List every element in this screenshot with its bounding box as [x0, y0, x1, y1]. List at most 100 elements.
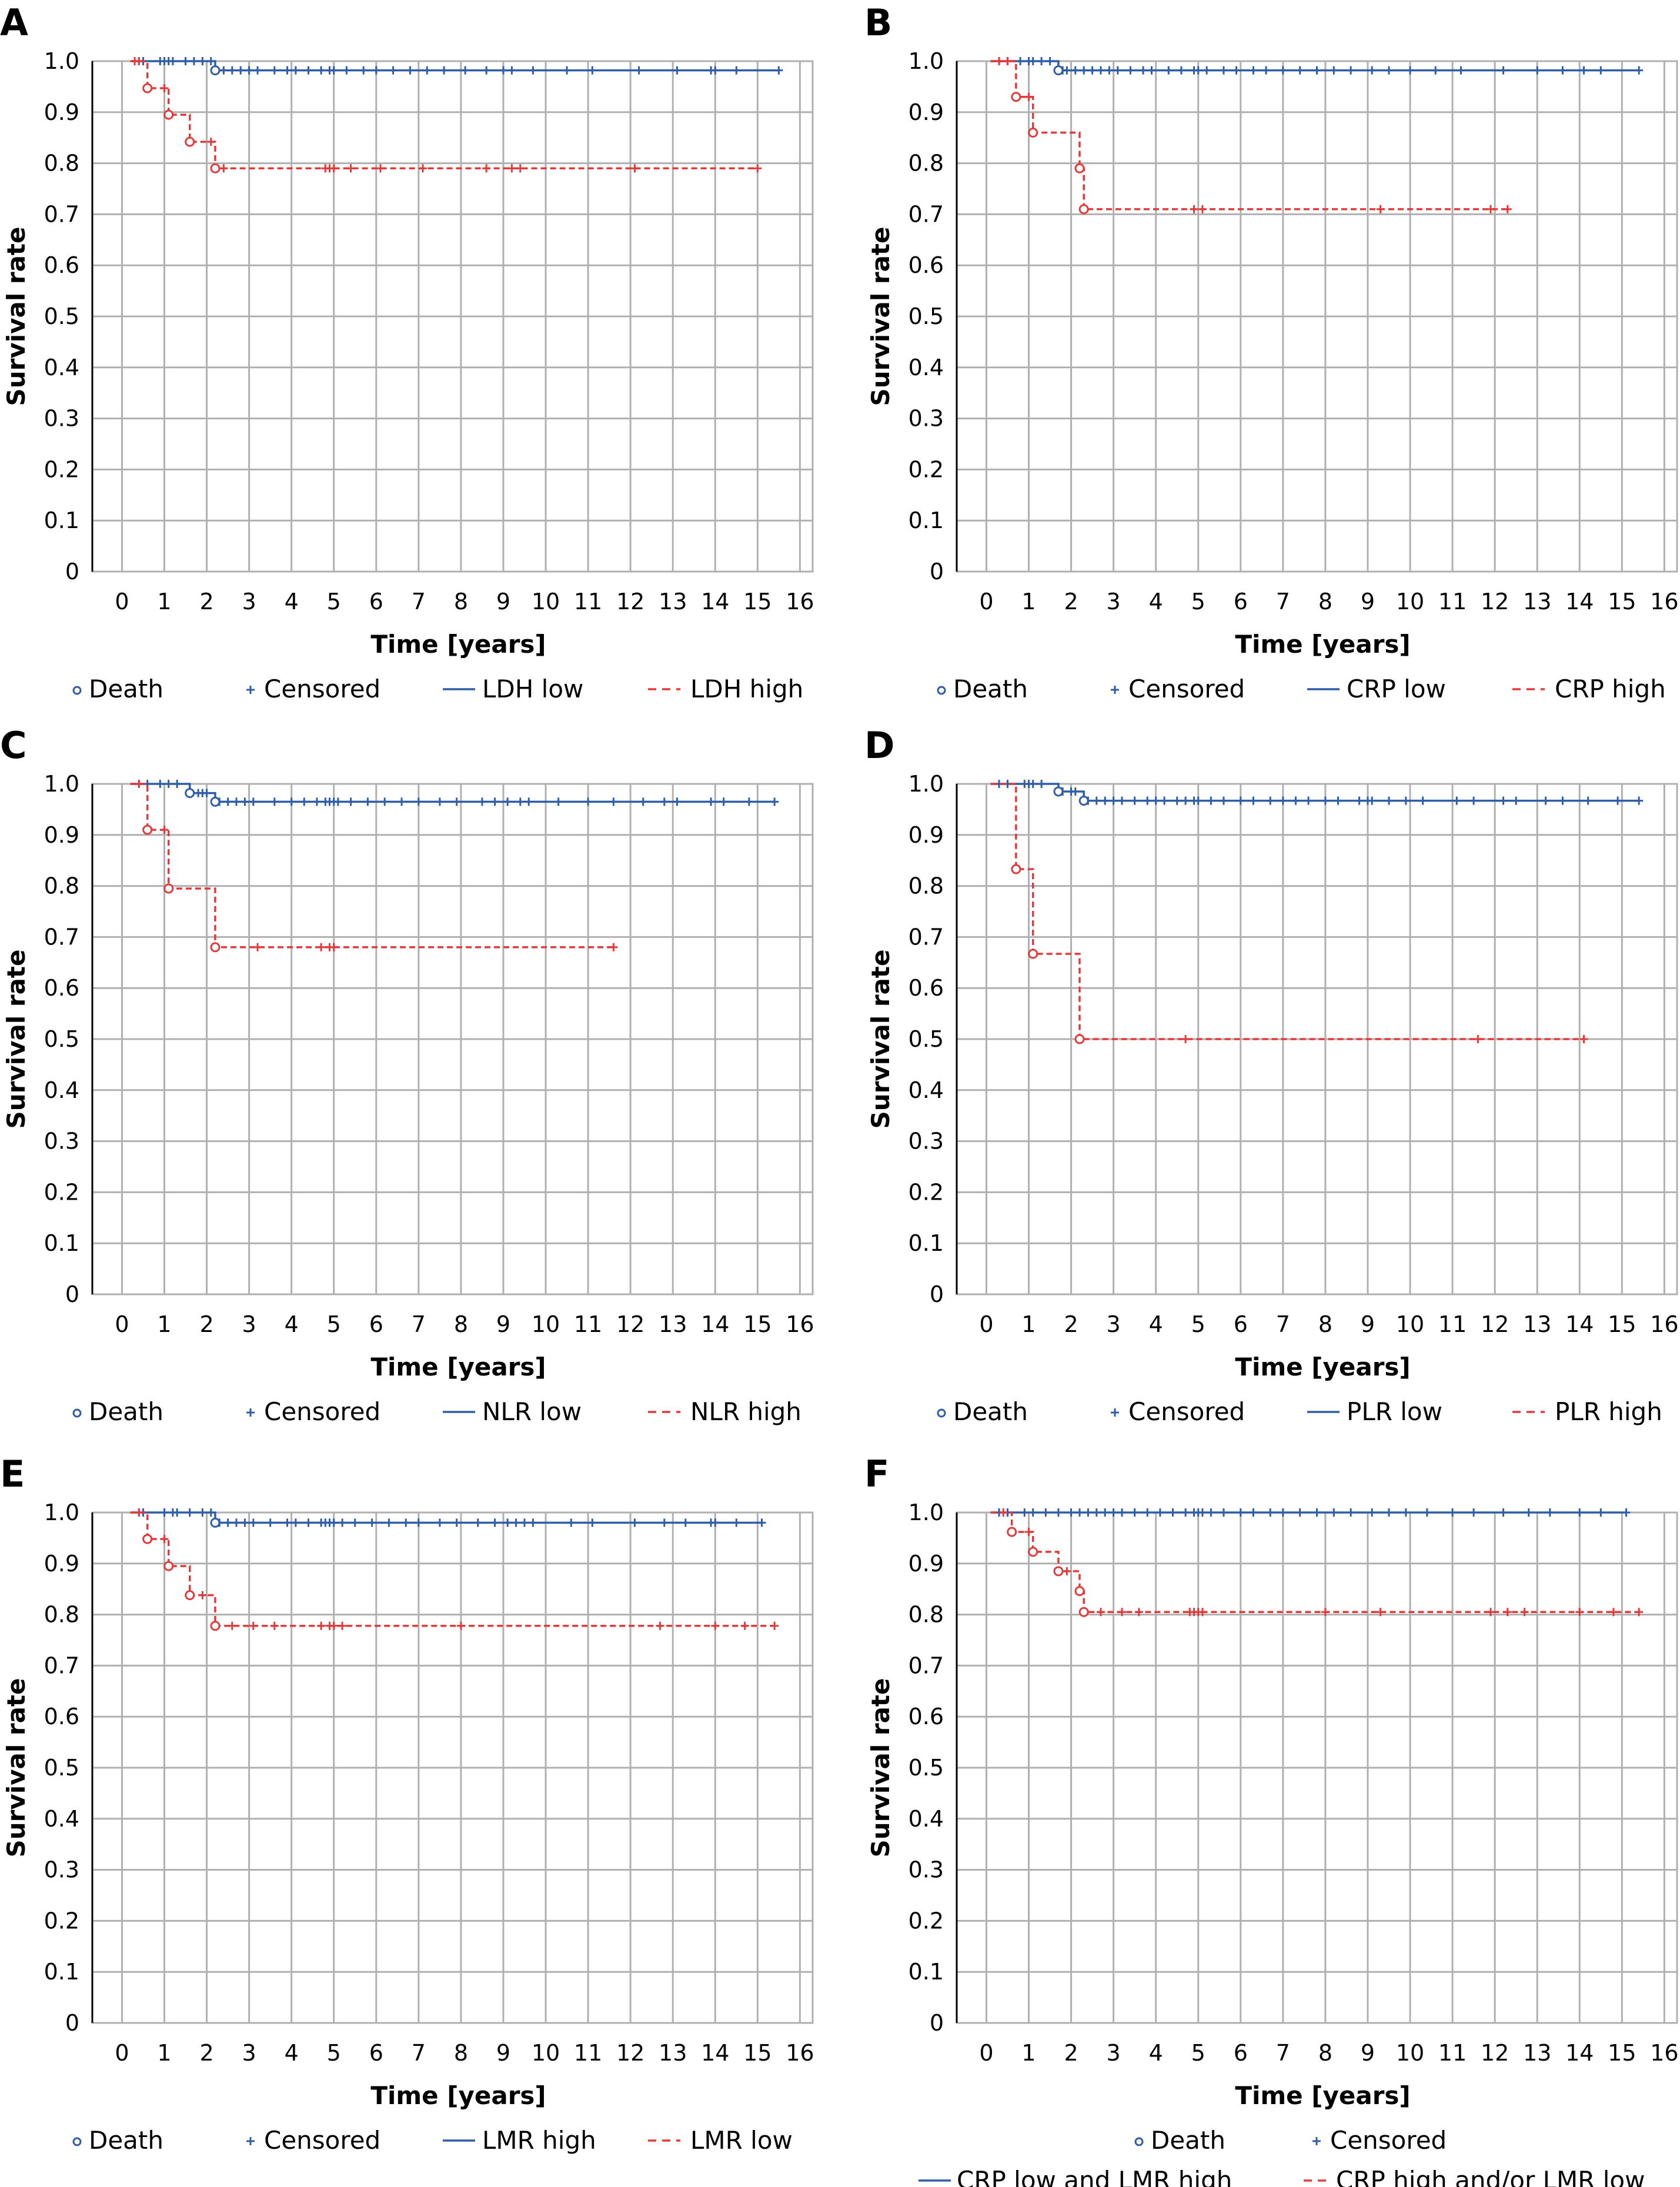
- censored-marker: [1194, 796, 1203, 805]
- legend-death-icon: [937, 686, 946, 695]
- legend-censored-icon: [246, 1408, 255, 1417]
- survival-curve: [990, 1511, 1639, 1614]
- censored-marker: [1278, 66, 1287, 75]
- y-tick-label: 0.6: [909, 252, 944, 278]
- legend-censored-icon: [1111, 1408, 1119, 1417]
- grid: [92, 1511, 813, 2024]
- x-axis-label: Time [years]: [370, 630, 546, 659]
- x-tick-label: 6: [1234, 589, 1248, 615]
- censored-marker: [1101, 1508, 1110, 1517]
- survival-curve: [990, 60, 1508, 211]
- censored-marker: [660, 797, 669, 806]
- censored-marker: [312, 797, 321, 806]
- y-tick-label: 0.2: [44, 1908, 79, 1934]
- censored-marker: [1024, 1527, 1033, 1536]
- censored-marker: [1278, 1508, 1287, 1517]
- censored-marker: [414, 797, 423, 806]
- censored-marker: [350, 1518, 359, 1527]
- x-axis-label: Time [years]: [1235, 2081, 1410, 2110]
- censored-marker: [1431, 66, 1440, 75]
- death-marker: [142, 1534, 153, 1544]
- censored-marker: [1575, 1508, 1584, 1517]
- death-marker: [1053, 65, 1064, 76]
- censored-marker: [1054, 1508, 1063, 1517]
- y-tick-label: 0.4: [44, 355, 79, 380]
- censored-marker: [1469, 1508, 1478, 1517]
- censored-marker: [317, 66, 326, 75]
- censored-marker: [1046, 57, 1054, 65]
- legend-label: Censored: [264, 1397, 380, 1426]
- y-axis-label: Survival rate: [866, 227, 895, 406]
- censored-marker: [503, 1518, 512, 1527]
- x-tick-label: 0: [979, 1311, 993, 1337]
- censored-marker: [529, 66, 537, 75]
- censored-marker: [1355, 796, 1364, 805]
- survival-curve: [990, 60, 1639, 72]
- censored-marker: [1304, 796, 1313, 805]
- grid: [957, 1511, 1677, 2024]
- x-tick-label: 16: [786, 589, 814, 615]
- x-tick-label: 4: [285, 2040, 299, 2066]
- legend-label: LMR high: [482, 2126, 596, 2155]
- death-marker: [1078, 1607, 1089, 1617]
- censored-marker: [1219, 796, 1228, 805]
- y-tick-label: 0.6: [909, 975, 944, 1001]
- censored-marker: [245, 66, 253, 75]
- y-tick-label: 0.6: [44, 1704, 79, 1729]
- censored-marker: [1190, 205, 1198, 213]
- x-tick-label: 0: [115, 2040, 129, 2066]
- y-tick-label: 0.1: [44, 1230, 79, 1256]
- censored-marker: [300, 797, 309, 806]
- y-tick-label: 0.2: [44, 456, 79, 482]
- censored-marker: [385, 1518, 393, 1527]
- censored-marker: [1406, 66, 1415, 75]
- censored-marker: [346, 797, 355, 806]
- legend: Death Censored LDH low LDH high: [72, 675, 803, 703]
- x-tick-label: 0: [115, 589, 129, 615]
- x-tick-label: 16: [786, 2040, 814, 2066]
- censored-marker: [473, 1518, 482, 1527]
- legend-censored-icon: [246, 2137, 255, 2145]
- x-tick-label: 2: [199, 589, 213, 615]
- censored-marker: [359, 66, 368, 75]
- censored-marker: [1173, 796, 1181, 805]
- censored-marker: [770, 1621, 779, 1630]
- censored-marker: [1347, 66, 1355, 75]
- legend-label: Censored: [1128, 675, 1245, 703]
- censored-marker: [554, 797, 563, 806]
- censored-marker: [1071, 66, 1080, 75]
- y-tick-label: 0.3: [909, 1128, 944, 1154]
- x-tick-label: 9: [1361, 1311, 1375, 1337]
- legend-label: LDH low: [482, 675, 583, 703]
- censored-marker: [456, 1621, 465, 1630]
- censored-marker: [1635, 1608, 1644, 1617]
- legend-label: CRP high: [1555, 675, 1666, 703]
- y-tick-label: 0.2: [44, 1179, 79, 1205]
- x-tick-label: 10: [1396, 2040, 1424, 2066]
- y-tick-label: 0.1: [909, 1959, 944, 1985]
- y-tick-label: 0.8: [44, 873, 79, 899]
- censored-marker: [219, 164, 228, 173]
- death-marker: [142, 824, 153, 835]
- x-tick-label: 12: [616, 2040, 644, 2066]
- censored-marker: [338, 1621, 347, 1630]
- censored-marker: [1177, 66, 1185, 75]
- censored-marker: [440, 66, 449, 75]
- censored-marker: [372, 66, 380, 75]
- censored-marker: [740, 1621, 749, 1630]
- censored-marker: [168, 57, 177, 65]
- legend-label: LMR low: [690, 2126, 793, 2155]
- censored-marker: [368, 1518, 376, 1527]
- series-red: [130, 57, 762, 173]
- legend-death-icon: [72, 1408, 82, 1418]
- censored-marker: [1028, 57, 1037, 65]
- censored-marker: [673, 797, 682, 806]
- censored-marker: [241, 797, 249, 806]
- censored-marker: [1109, 1508, 1118, 1517]
- censored-marker: [1092, 1508, 1101, 1517]
- x-tick-label: 1: [157, 2040, 171, 2066]
- km-panel-b: B00.10.20.30.40.50.60.70.80.91.00 1 2 3 4 5 6 7…: [864, 1, 1679, 703]
- y-tick-label: 0.5: [909, 1026, 944, 1052]
- censored-marker: [999, 1508, 1008, 1517]
- y-tick-label: 0.8: [909, 873, 944, 899]
